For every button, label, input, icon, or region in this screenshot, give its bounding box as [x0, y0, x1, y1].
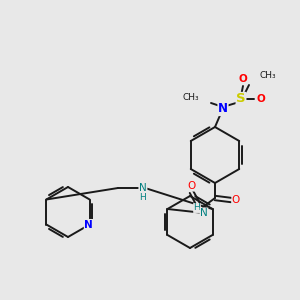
Text: N: N [218, 103, 228, 116]
Text: O: O [232, 195, 240, 205]
Text: N: N [200, 208, 208, 218]
Text: N: N [84, 220, 93, 230]
Text: O: O [256, 94, 266, 104]
Text: CH₃: CH₃ [259, 70, 276, 80]
Text: H: H [194, 203, 200, 212]
Text: N: N [139, 183, 147, 193]
Text: H: H [140, 193, 146, 202]
Text: O: O [238, 74, 247, 84]
Text: S: S [236, 92, 246, 106]
Text: CH₃: CH₃ [182, 92, 199, 101]
Text: O: O [188, 181, 196, 191]
